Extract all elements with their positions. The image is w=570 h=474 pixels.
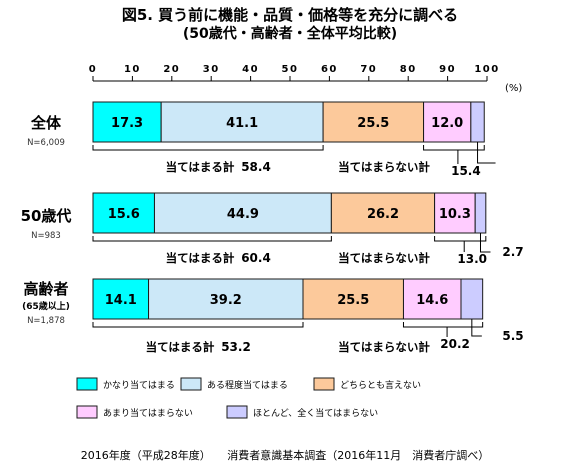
data-label: 25.5 bbox=[357, 116, 389, 131]
category-n-label: N=6,009 bbox=[27, 138, 65, 148]
data-label: 15.6 bbox=[108, 207, 140, 222]
bar-segment bbox=[460, 278, 484, 320]
legend-swatch bbox=[76, 405, 98, 419]
disagree-bracket bbox=[423, 145, 485, 151]
legend-label: どちらとも言えない bbox=[340, 379, 421, 391]
disagree-total-value: 20.2 bbox=[440, 337, 470, 351]
data-label: 12.0 bbox=[431, 116, 463, 131]
disagree-total-label: 当てはまらない計 bbox=[338, 251, 430, 265]
agree-bracket bbox=[92, 322, 304, 328]
data-label: 41.1 bbox=[226, 116, 258, 131]
x-tick-label: 60 bbox=[321, 64, 338, 75]
legend-swatch bbox=[76, 377, 98, 391]
bar-segment bbox=[92, 101, 162, 143]
bar-segment bbox=[423, 101, 472, 143]
category-n-label: N=1,878 bbox=[27, 316, 65, 326]
chart-subtitle: (50歳代・高齢者・全体平均比較) bbox=[183, 25, 397, 42]
x-axis: 0 10 20 30 40 50 60 70 80 90 100 bbox=[89, 64, 499, 82]
data-label: 26.2 bbox=[367, 207, 399, 222]
bar-segment bbox=[322, 101, 425, 143]
plot-area: 全体 N=6,009 17.3 41.1 25.5 12.0 当てはまる計 58.4 当てはまら… bbox=[21, 101, 524, 354]
disagree-bracket bbox=[434, 236, 487, 242]
agree-bracket bbox=[92, 145, 324, 151]
x-tick-label: 70 bbox=[360, 64, 377, 75]
x-tick-label: 20 bbox=[163, 64, 180, 75]
bar-segment bbox=[402, 278, 462, 320]
disagree-bracket bbox=[402, 322, 484, 328]
legend-swatch bbox=[180, 377, 202, 391]
bar-segment bbox=[302, 278, 404, 320]
bar-segment bbox=[148, 278, 304, 320]
agree-total-value: 58.4 bbox=[241, 160, 271, 174]
x-tick-label: 0 bbox=[89, 64, 97, 75]
minor-leader-line bbox=[477, 142, 496, 164]
data-label: 39.2 bbox=[210, 293, 242, 308]
minor-value-label: 2.7 bbox=[502, 245, 523, 259]
bar-segment bbox=[160, 101, 324, 143]
legend-label: ある程度当てはまる bbox=[207, 379, 288, 391]
x-tick-label: 50 bbox=[282, 64, 299, 75]
legend-swatch bbox=[226, 405, 248, 419]
data-label: 44.9 bbox=[227, 207, 259, 222]
x-tick-label: 90 bbox=[439, 64, 456, 75]
agree-total-label: 当てはまる計 bbox=[146, 340, 215, 354]
category-sub-label: (65歳以上) bbox=[22, 300, 70, 312]
agree-total-value: 53.2 bbox=[221, 340, 251, 354]
unit-label: (%) bbox=[505, 83, 522, 94]
x-tick-label: 40 bbox=[242, 64, 259, 75]
x-tick-label: 30 bbox=[203, 64, 220, 75]
agree-total-label: 当てはまる計 bbox=[166, 251, 235, 265]
category-label: 50歳代 bbox=[21, 207, 72, 225]
category-label: 全体 bbox=[30, 114, 62, 132]
category-label: 高齢者 bbox=[23, 280, 68, 298]
legend-label: ほとんど、全く当てはまらない bbox=[253, 407, 378, 419]
minor-value-label: 5.5 bbox=[502, 329, 523, 343]
bar-segment bbox=[474, 192, 487, 234]
x-tick-label: 100 bbox=[474, 64, 499, 75]
legend-label: あまり当てはまらない bbox=[103, 407, 193, 419]
data-label: 14.6 bbox=[416, 293, 448, 308]
bar-segment bbox=[330, 192, 436, 234]
source-note: 2016年度（平成28年度） 消費者意識基本調査（2016年11月 消費者庁調べ… bbox=[81, 448, 489, 462]
data-label: 14.1 bbox=[105, 293, 137, 308]
agree-bracket bbox=[92, 236, 332, 242]
data-label: 17.3 bbox=[111, 116, 143, 131]
minor-leader-line bbox=[479, 233, 491, 253]
agree-total-label: 当てはまる計 bbox=[166, 160, 235, 174]
minor-leader-line bbox=[471, 319, 482, 337]
disagree-total-value: 13.0 bbox=[457, 252, 487, 266]
chart-title: 図5. 買う前に機能・品質・価格等を充分に調べる bbox=[122, 6, 458, 24]
disagree-total-value: 15.4 bbox=[451, 164, 481, 178]
legend-label: かなり当てはまる bbox=[103, 379, 175, 391]
disagree-total-label: 当てはまらない計 bbox=[338, 340, 430, 354]
x-tick-label: 80 bbox=[400, 64, 417, 75]
disagree-total-label: 当てはまらない計 bbox=[338, 160, 430, 174]
legend-swatch bbox=[313, 377, 335, 391]
data-label: 10.3 bbox=[439, 207, 471, 222]
data-label: 25.5 bbox=[337, 293, 369, 308]
bar-segment bbox=[153, 192, 332, 234]
x-tick-label: 10 bbox=[124, 64, 141, 75]
category-n-label: N=983 bbox=[31, 231, 61, 241]
bar-segment bbox=[92, 192, 155, 234]
bar-segment bbox=[470, 101, 485, 143]
agree-total-value: 60.4 bbox=[241, 251, 271, 265]
